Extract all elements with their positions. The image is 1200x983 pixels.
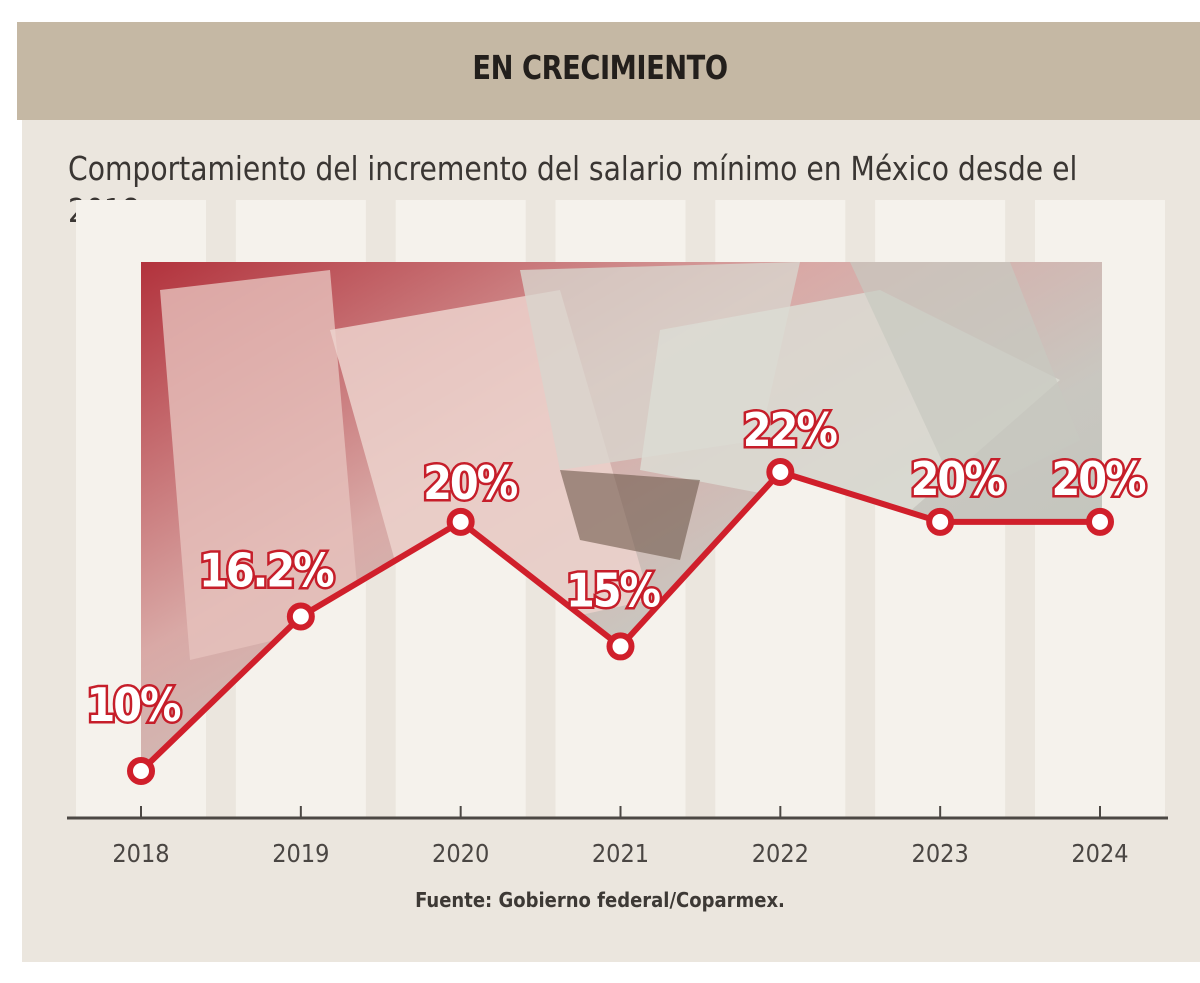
x-tick-label: 2018 bbox=[112, 839, 169, 868]
data-point bbox=[926, 507, 955, 536]
x-tick-label: 2019 bbox=[272, 839, 329, 868]
data-point bbox=[127, 757, 155, 785]
data-label: 16.2% bbox=[199, 544, 334, 598]
x-tick-label: 2021 bbox=[592, 839, 649, 868]
data-label: 20% bbox=[423, 456, 518, 510]
data-point bbox=[1086, 507, 1114, 536]
chart-title: EN CRECIMIENTO bbox=[472, 48, 728, 87]
data-label: 20% bbox=[911, 452, 1006, 506]
data-label: 22% bbox=[743, 403, 838, 457]
x-tick-label: 2024 bbox=[1071, 839, 1128, 868]
header-band bbox=[17, 22, 1200, 120]
x-tick-label: 2022 bbox=[752, 839, 809, 868]
data-label: 20% bbox=[1051, 452, 1146, 506]
source-note: Fuente: Gobierno federal/Coparmex. bbox=[415, 888, 785, 912]
data-point bbox=[766, 458, 795, 486]
data-point bbox=[286, 602, 315, 631]
x-tick-label: 2020 bbox=[432, 839, 489, 868]
data-point bbox=[446, 507, 475, 536]
x-tick-label: 2023 bbox=[912, 839, 969, 868]
data-label: 15% bbox=[566, 563, 661, 617]
data-point bbox=[606, 632, 635, 661]
data-label: 10% bbox=[86, 678, 181, 732]
